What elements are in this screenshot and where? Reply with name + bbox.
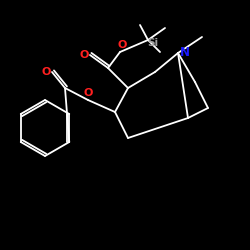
Text: O: O: [117, 40, 127, 50]
Text: O: O: [83, 88, 93, 98]
Text: O: O: [79, 50, 89, 60]
Text: Si: Si: [148, 38, 158, 48]
Text: N: N: [180, 46, 190, 60]
Text: O: O: [41, 67, 51, 77]
